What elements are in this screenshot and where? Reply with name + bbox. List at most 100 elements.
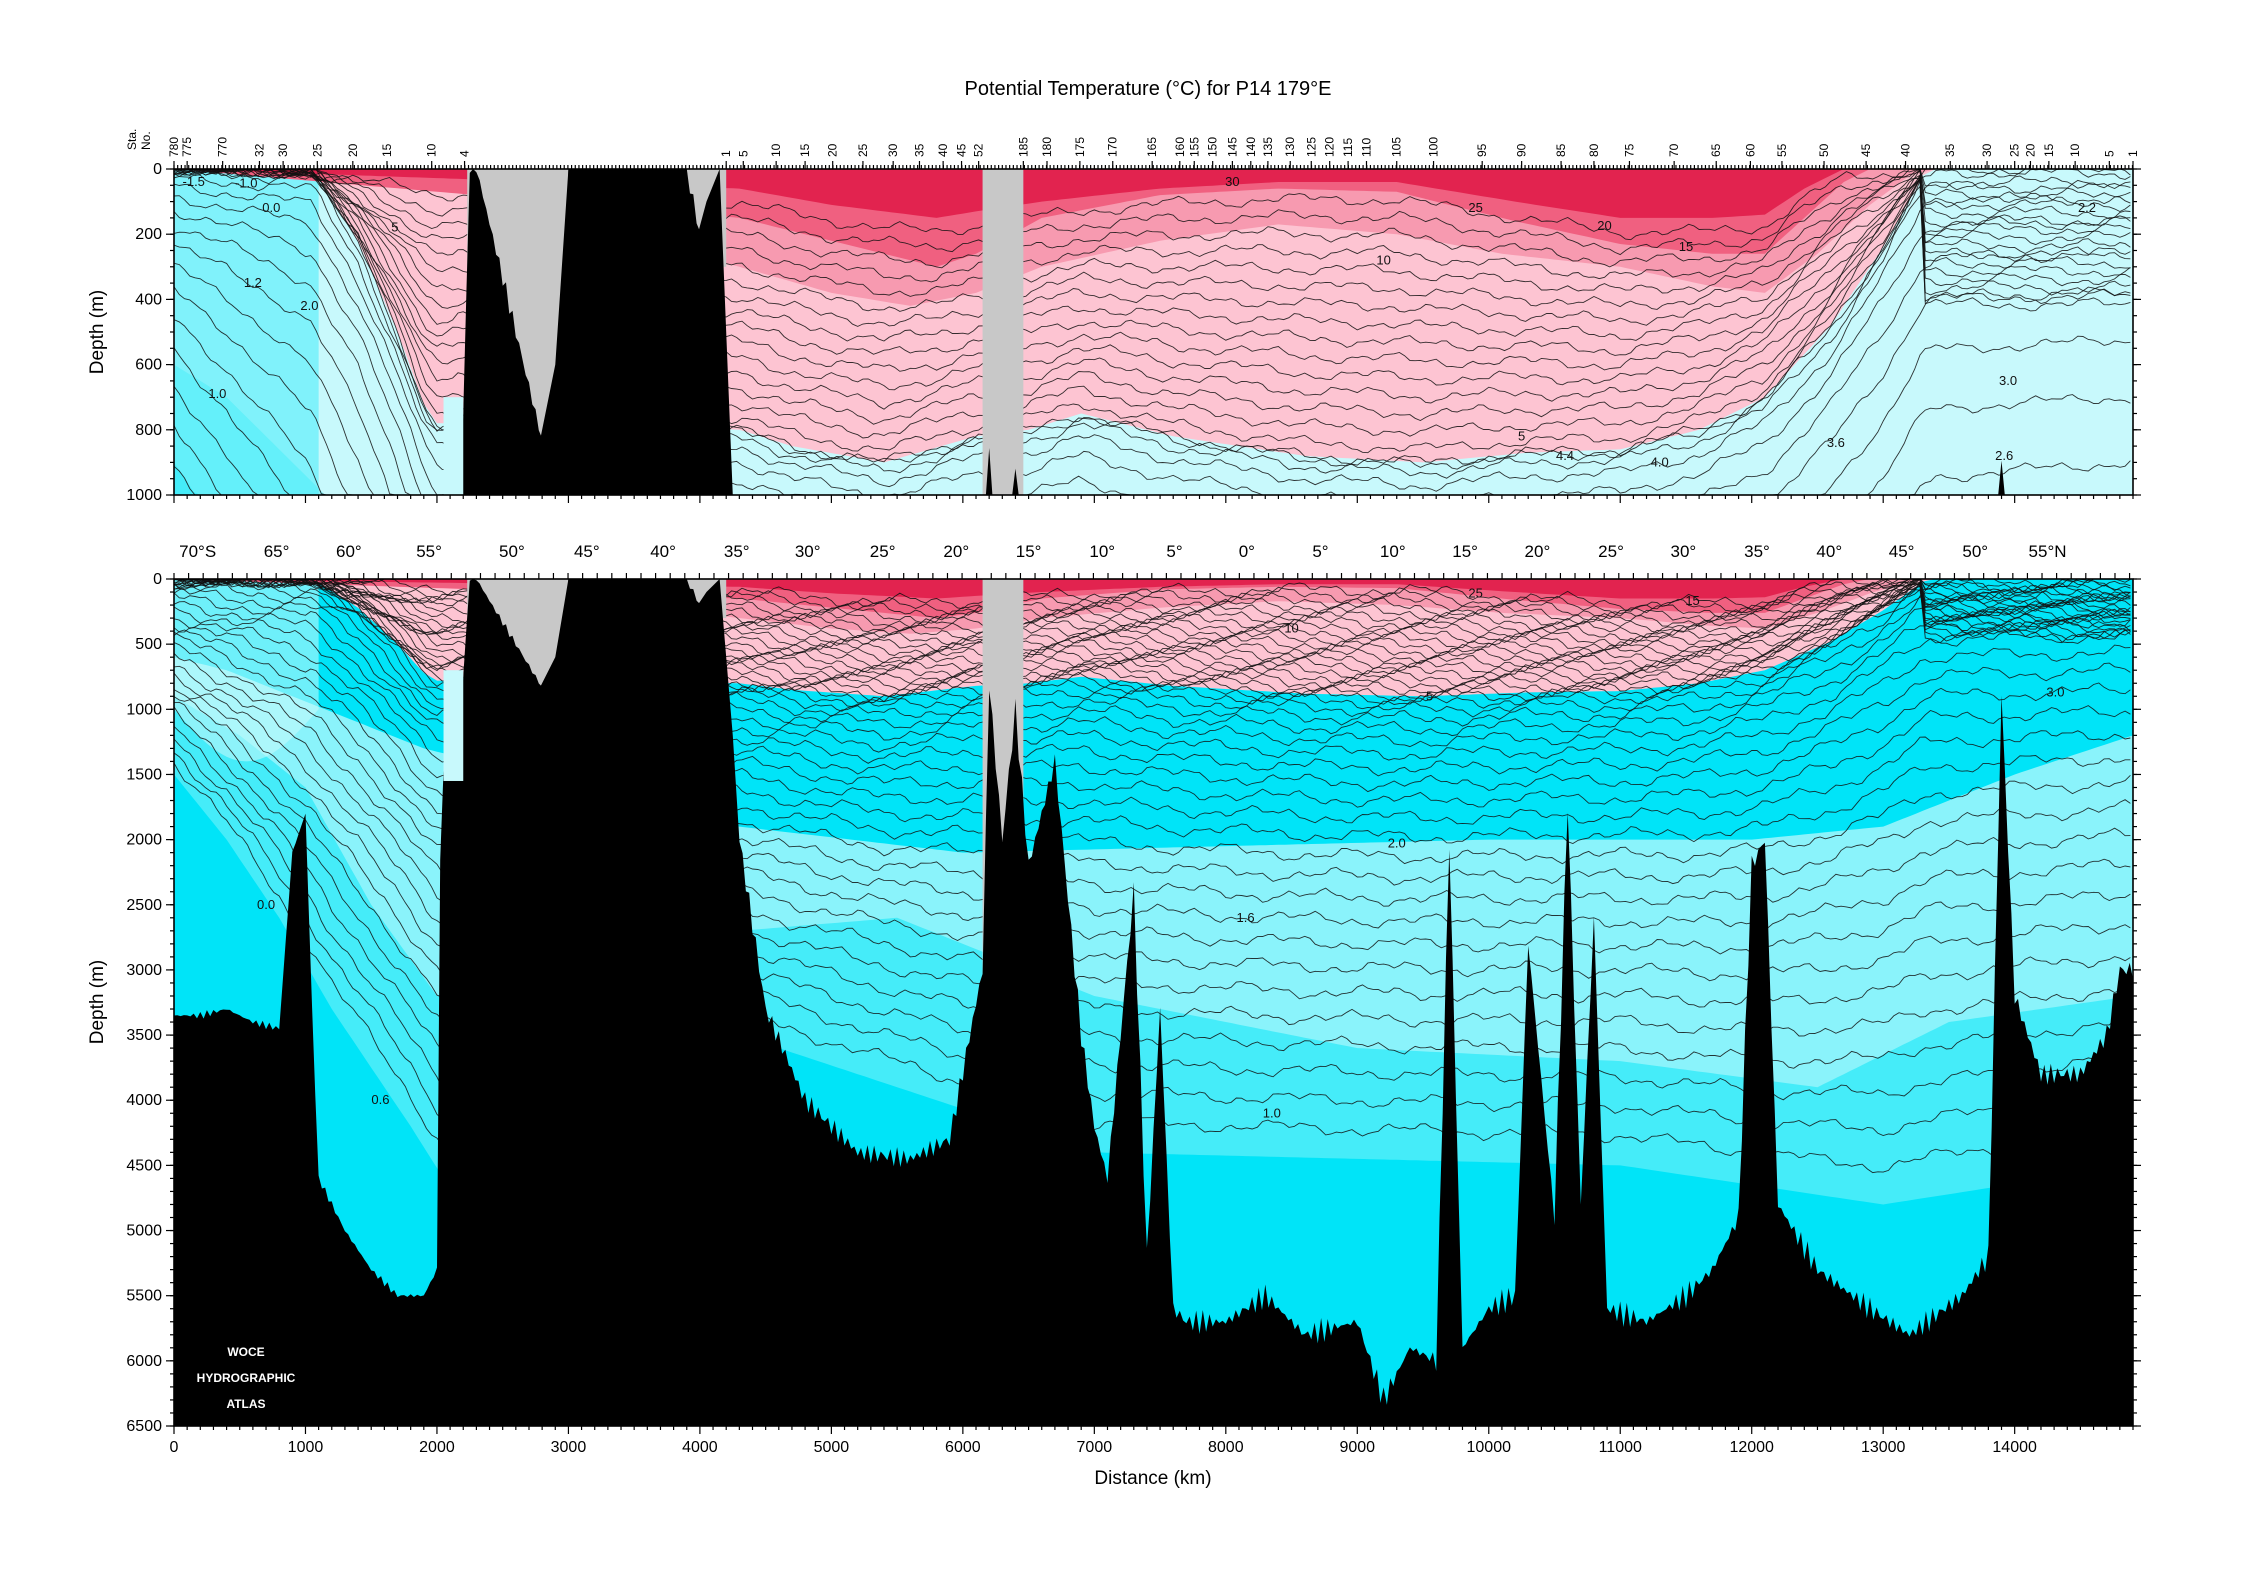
- station-number: 25: [856, 143, 870, 157]
- x-axis-label: Distance (km): [1094, 1468, 1211, 1489]
- station-number: 15: [380, 143, 394, 157]
- station-number: 55: [1775, 143, 1789, 157]
- station-number: 70: [1667, 143, 1681, 157]
- x-tick-label: 0: [170, 1439, 179, 1456]
- station-number: 75: [1622, 143, 1636, 157]
- station-number: 105: [1390, 137, 1404, 157]
- latitude-label: 10°: [1380, 542, 1406, 561]
- y-tick-label: 4000: [126, 1092, 162, 1109]
- upper-contour-labels: -1.5 -1.0 0.0 1.2 2.0 1.0 5 30 25 20 15 10 5 4.4 4.0 3.…: [183, 174, 2097, 469]
- station-number: 1: [2126, 150, 2140, 157]
- contour-label: 1.2: [244, 275, 262, 290]
- lower-section-panel: 25 15 10 5 3.0 2.0 1.6 0.0 0.6 1.0 0 500 1000 1500 20…: [87, 571, 2141, 1489]
- contour-label: 0.0: [262, 200, 280, 215]
- x-tick-label: 7000: [1077, 1439, 1113, 1456]
- x-tick-label: 10000: [1467, 1439, 1512, 1456]
- station-number: 50: [1817, 143, 1831, 157]
- x-tick-label: 9000: [1339, 1439, 1375, 1456]
- watermark-line-1: WOCE: [227, 1345, 264, 1359]
- station-number: 775: [180, 137, 194, 157]
- lower-contour-labels: 25 15 10 5 3.0 2.0 1.6 0.0 0.6 1.0: [257, 585, 2064, 1120]
- station-number: 20: [2023, 143, 2037, 157]
- latitude-label: 20°: [943, 542, 969, 561]
- y-tick-label: 3500: [126, 1027, 162, 1044]
- x-tick-label: 14000: [1992, 1439, 2037, 1456]
- latitude-label: 40°: [1816, 542, 1842, 561]
- station-number: 95: [1475, 143, 1489, 157]
- x-tick-label: 5000: [814, 1439, 850, 1456]
- upper-bathymetry: [174, 169, 2133, 495]
- station-number: 40: [1899, 143, 1913, 157]
- station-number: 110: [1359, 138, 1373, 157]
- station-number-label: Sta. No.: [125, 129, 153, 150]
- station-number: 160: [1173, 137, 1187, 157]
- y-tick-label: 3000: [126, 962, 162, 979]
- station-number: 60: [1743, 143, 1757, 157]
- latitude-label: 45°: [1889, 542, 1915, 561]
- latitude-label: 70°S: [179, 542, 216, 561]
- latitude-label: 10°: [1089, 542, 1115, 561]
- station-number: 140: [1244, 137, 1258, 157]
- contour-label: 15: [1685, 593, 1699, 608]
- latitude-label: 25°: [870, 542, 896, 561]
- contour-label: -1.5: [183, 174, 205, 189]
- latitude-label: 50°: [499, 542, 525, 561]
- upper-y-axis-label: Depth (m): [87, 290, 108, 374]
- contour-label: 20: [1597, 218, 1611, 233]
- x-tick-label: 11000: [1599, 1439, 1642, 1456]
- woce-watermark: WOCE HYDROGRAPHIC ATLAS: [197, 1345, 296, 1411]
- station-number: 10: [425, 143, 439, 157]
- x-tick-label: 13000: [1861, 1439, 1906, 1456]
- latitude-label: 30°: [1670, 542, 1696, 561]
- y-tick-label: 1000: [126, 487, 162, 504]
- station-number: 150: [1206, 137, 1220, 157]
- latitude-label: 60°: [336, 542, 362, 561]
- y-tick-label: 500: [135, 636, 162, 653]
- y-tick-label: 2500: [126, 897, 162, 914]
- station-number: 15: [798, 143, 812, 157]
- station-number: 10: [2068, 143, 2082, 157]
- x-tick-label: 8000: [1208, 1439, 1244, 1456]
- station-number: 40: [936, 143, 950, 157]
- contour-label: 5: [1426, 688, 1433, 703]
- contour-label: 5: [391, 220, 398, 235]
- latitude-labels: 70°S 65° 60° 55° 50° 45° 40° 35° 30° 25° 20° 15° 10°…: [173, 542, 2131, 579]
- station-number: 85: [1554, 143, 1568, 157]
- latitude-label: 5°: [1312, 542, 1328, 561]
- station-number: 35: [1943, 143, 1957, 157]
- latitude-label: 15°: [1452, 542, 1478, 561]
- station-label-line-2: No.: [139, 131, 153, 150]
- contour-label: 2.6: [1995, 448, 2013, 463]
- latitude-label: 20°: [1525, 542, 1551, 561]
- station-number: 30: [886, 143, 900, 157]
- y-tick-label: 5500: [126, 1288, 162, 1305]
- latitude-label: 25°: [1598, 542, 1624, 561]
- x-tick-label: 6000: [945, 1439, 981, 1456]
- lower-y-axis-label: Depth (m): [87, 960, 108, 1044]
- latitude-label: 40°: [650, 542, 676, 561]
- station-number: 20: [346, 143, 360, 157]
- contour-label: 4.4: [1556, 448, 1574, 463]
- y-tick-label: 200: [135, 226, 162, 243]
- latitude-label: 45°: [574, 542, 600, 561]
- y-tick-label: 800: [135, 422, 162, 439]
- contour-label: 25: [1468, 585, 1482, 600]
- station-label-line-1: Sta.: [125, 129, 139, 150]
- station-number: 5: [2102, 150, 2116, 157]
- station-number: 25: [2008, 143, 2022, 157]
- station-number: 155: [1187, 137, 1201, 157]
- watermark-line-3: ATLAS: [226, 1397, 265, 1411]
- station-number: 5: [736, 150, 750, 157]
- y-tick-label: 5000: [126, 1223, 162, 1240]
- latitude-label: 65°: [264, 542, 290, 561]
- y-tick-label: 1000: [126, 701, 162, 718]
- station-number-ticks: 780 775 770 32 30 25 20 15 10 4 1 5 10 15 20 25 30 35 40 45…: [167, 137, 2140, 169]
- upper-axis-ticks: 0 200 400 600 800 1000: [126, 161, 2141, 504]
- station-number: 35: [912, 143, 926, 157]
- station-number: 25: [310, 143, 324, 157]
- contour-label: 0.0: [257, 897, 275, 912]
- y-tick-label: 0: [153, 571, 162, 588]
- y-tick-label: 6500: [126, 1418, 162, 1435]
- contour-label: 2.2: [2078, 200, 2096, 215]
